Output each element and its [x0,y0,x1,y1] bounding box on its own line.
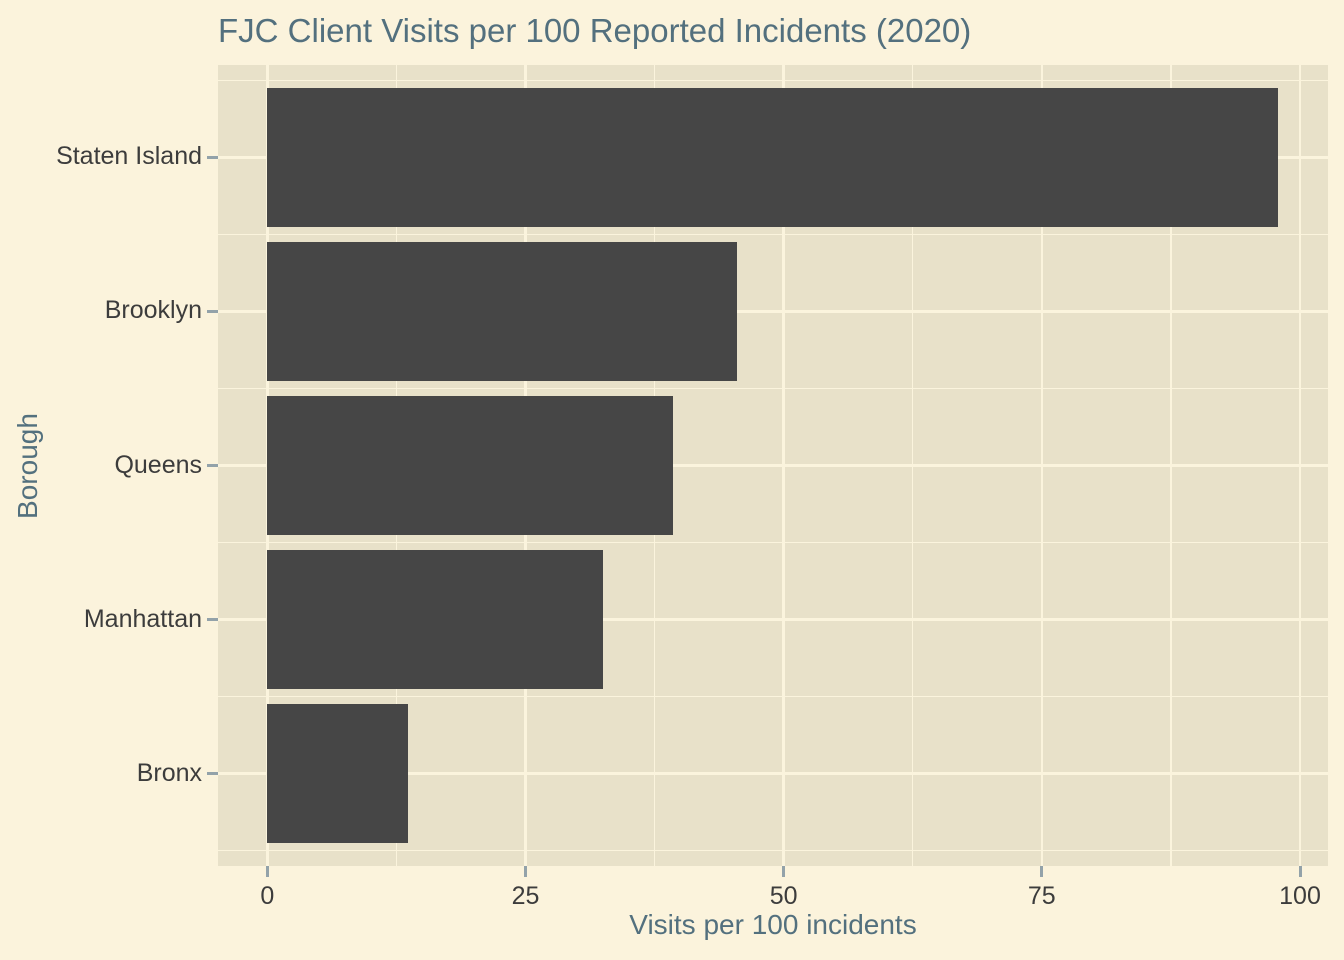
plot-panel [218,65,1328,866]
y-tick-mark-brooklyn [207,309,218,313]
gridline-major-horizontal [218,618,1328,621]
bar-brooklyn [267,242,738,381]
x-tick-mark-75 [1040,866,1044,877]
x-tick-label-100: 100 [1279,882,1321,910]
gridline-minor-horizontal [218,233,1328,236]
x-tick-label-75: 75 [1027,882,1056,910]
gridline-minor-horizontal [218,695,1328,698]
chart-title: FJC Client Visits per 100 Reported Incid… [218,12,972,49]
x-tick-mark-25 [523,866,527,877]
x-tick-label-0: 0 [260,882,275,910]
y-tick-label-staten-island: Staten Island [56,142,202,171]
x-axis-title: Visits per 100 incidents [629,909,917,940]
y-tick-label-bronx: Bronx [136,758,202,787]
y-tick-label-manhattan: Manhattan [83,604,202,633]
x-tick-label-50: 50 [769,882,798,910]
y-tick-label-brooklyn: Brooklyn [104,296,202,325]
bar-manhattan [267,550,603,689]
bar-bronx [267,704,408,843]
y-tick-mark-manhattan [207,618,218,622]
gridline-minor-horizontal [218,849,1328,852]
bar-staten-island [267,88,1279,227]
x-tick-mark-100 [1298,866,1302,877]
y-tick-mark-bronx [207,772,218,776]
gridline-major-horizontal [218,464,1328,467]
y-tick-label-queens: Queens [114,450,202,479]
gridline-minor-horizontal [218,387,1328,390]
gridline-minor-horizontal [218,541,1328,544]
gridline-minor-horizontal [218,79,1328,82]
y-tick-mark-queens [207,464,218,467]
gridline-major-horizontal [218,310,1328,313]
bar-queens [267,396,674,535]
x-tick-mark-0 [265,866,269,877]
gridline-major-horizontal [218,772,1328,775]
y-tick-mark-staten-island [207,155,218,159]
x-tick-mark-50 [782,866,786,877]
x-tick-label-25: 25 [511,882,540,910]
